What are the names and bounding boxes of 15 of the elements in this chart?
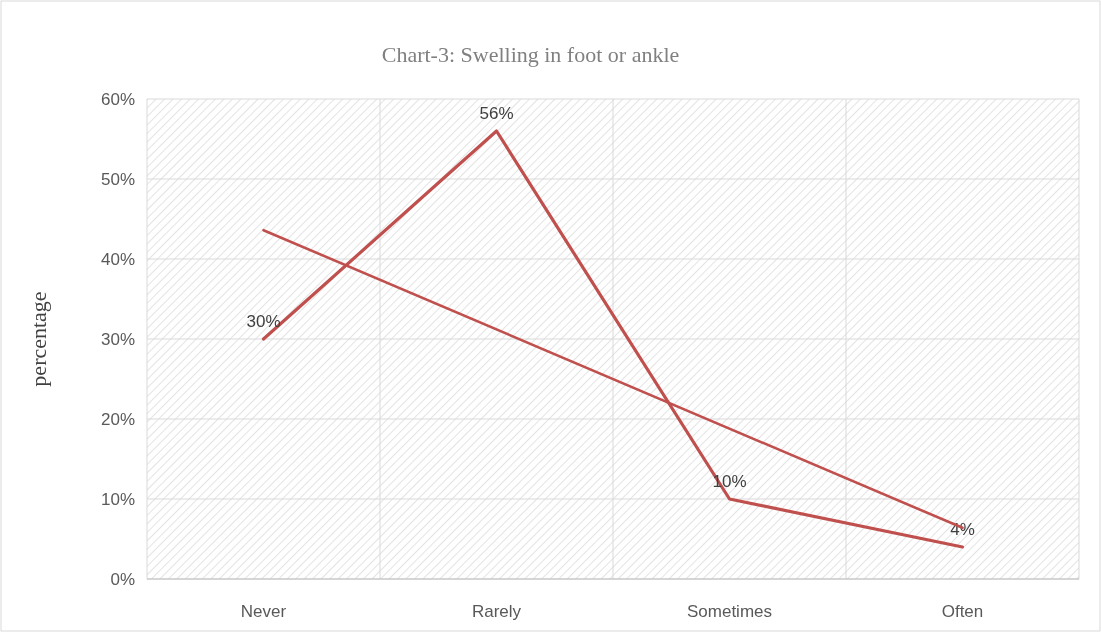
chart-title: Chart-3: Swelling in foot or ankle [381,42,680,67]
x-tick-label: Often [941,602,984,621]
y-tick-label: 0% [110,569,135,589]
data-label: 56% [479,104,514,123]
y-tick-label: 20% [100,409,135,429]
y-tick-label: 30% [100,329,135,349]
y-tick-label: 60% [100,89,135,109]
y-tick-label: 10% [100,489,135,509]
y-tick-label: 40% [100,249,135,269]
x-tick-label: Never [240,602,287,621]
data-label: 30% [246,312,281,331]
y-tick-label: 50% [100,169,135,189]
x-tick-label: Rarely [471,602,522,621]
x-tick-label: Sometimes [686,602,773,621]
y-axis-title: percentage [26,291,51,387]
